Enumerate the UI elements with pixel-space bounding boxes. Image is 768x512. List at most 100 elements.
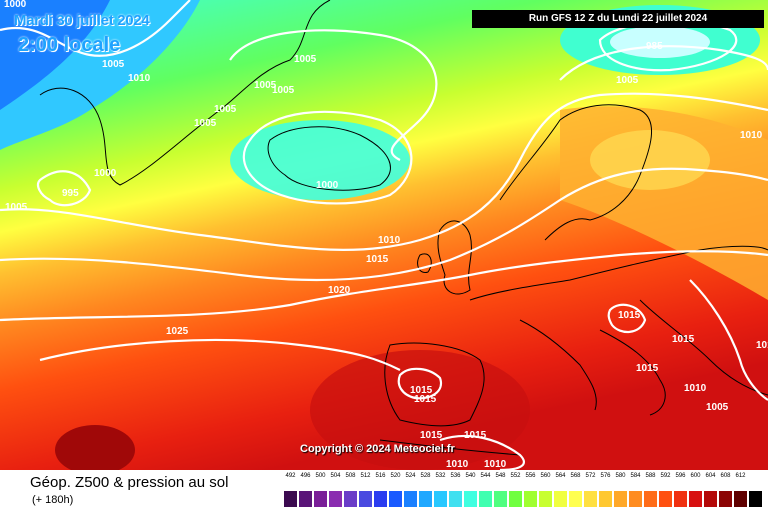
legend-tick-label: 528 (420, 473, 431, 479)
legend-swatch (539, 491, 552, 507)
map-title: Géop. Z500 & pression au sol (30, 474, 229, 491)
legend-swatch (569, 491, 582, 507)
legend-swatch (644, 491, 657, 507)
legend-tick-label: 568 (570, 473, 581, 479)
legend-swatch (659, 491, 672, 507)
legend-swatch (359, 491, 372, 507)
legend-swatch (509, 491, 522, 507)
legend-swatch (419, 491, 432, 507)
isobar-label: 1005 (214, 104, 237, 115)
isobar-label: 1015 (420, 430, 443, 441)
map-footer: Géop. Z500 & pression au sol (+ 180h) 49… (0, 470, 768, 512)
copyright-text: Copyright © 2024 Meteociel.fr (300, 443, 455, 455)
legend-tick-label: 504 (330, 473, 341, 479)
legend-swatch (299, 491, 312, 507)
isobar-label: 1015 (636, 363, 659, 374)
isobar-label: 1025 (166, 326, 189, 337)
map-subtitle: (+ 180h) (32, 494, 74, 506)
legend-swatch (314, 491, 327, 507)
forecast-date: Mardi 30 juillet 2024 (14, 12, 150, 29)
isobar-label: 1000 (4, 0, 27, 10)
iceland-low-area (230, 120, 410, 200)
legend-swatch (749, 491, 762, 507)
isobar-label: 995 (62, 188, 79, 199)
isobar-label: 1010 (128, 73, 151, 84)
legend-swatch (524, 491, 537, 507)
scandinavia-area (590, 130, 710, 190)
isobar-label: 1015 (672, 334, 695, 345)
legend-tick-label: 544 (480, 473, 491, 479)
isobar-label: 1005 (294, 54, 317, 65)
legend-swatch (344, 491, 357, 507)
legend-tick-label: 500 (315, 473, 326, 479)
isobar-label: 1015 (756, 340, 768, 351)
legend-swatch (479, 491, 492, 507)
legend-tick-label: 520 (390, 473, 401, 479)
isobar-label: 1005 (706, 402, 729, 413)
legend-tick-label: 548 (495, 473, 506, 479)
legend-swatch (689, 491, 702, 507)
legend-tick-label: 576 (600, 473, 611, 479)
color-legend: 492 496 500 504 508 512 516 520 524 528 532 536 540 5… (284, 473, 762, 509)
legend-swatch (584, 491, 597, 507)
weather-map: 1000 1005 1010 1005 1005 1005 1005 1005 … (0, 0, 768, 470)
legend-tick-label: 512 (360, 473, 371, 479)
sw-high-area (55, 425, 135, 470)
legend-swatch (704, 491, 717, 507)
legend-tick-label: 588 (645, 473, 656, 479)
legend-swatch (389, 491, 402, 507)
legend-tick-label: 572 (585, 473, 596, 479)
legend-swatch (284, 491, 297, 507)
isobar-lines (0, 0, 768, 470)
legend-swatch (449, 491, 462, 507)
legend-swatch (674, 491, 687, 507)
legend-tick-label: 596 (675, 473, 686, 479)
legend-tick-label: 560 (540, 473, 551, 479)
legend-tick-label: 612 (735, 473, 746, 479)
legend-swatch (464, 491, 477, 507)
isobar-label: 1015 (410, 385, 433, 396)
isobar-label: 1015 (464, 430, 487, 441)
legend-tick-label: 608 (720, 473, 731, 479)
isobar-label: 1005 (102, 59, 125, 70)
legend-tick-label: 552 (510, 473, 521, 479)
lowest-geopotential-area (0, 0, 110, 110)
isobar-label: 1010 (378, 235, 401, 246)
isobar-label: 1010 (484, 459, 507, 470)
legend-swatch (599, 491, 612, 507)
ne-low-core (610, 26, 710, 58)
legend-swatch (434, 491, 447, 507)
legend-tick-label: 496 (300, 473, 311, 479)
legend-swatch (734, 491, 747, 507)
coastlines (39, 0, 768, 456)
legend-tick-label: 524 (405, 473, 416, 479)
legend-tick-label: 492 (285, 473, 296, 479)
legend-tick-label: 516 (375, 473, 386, 479)
legend-tick-label: 540 (465, 473, 476, 479)
legend-swatch (719, 491, 732, 507)
legend-swatch (629, 491, 642, 507)
legend-swatch (614, 491, 627, 507)
isobar-label: 1015 (366, 254, 389, 265)
legend-tick-label: 536 (450, 473, 461, 479)
legend-swatch (374, 491, 387, 507)
isobar-label: 1000 (316, 180, 339, 191)
z500-pressure-map: 1000 1005 1010 1005 1005 1005 1005 1005 … (0, 0, 768, 470)
legend-tick-label: 584 (630, 473, 641, 479)
isobar-label: 1010 (446, 459, 469, 470)
model-run-banner: Run GFS 12 Z du Lundi 22 juillet 2024 (472, 10, 764, 28)
isobar-label: 1010 (740, 130, 763, 141)
forecast-local-time: 2:00 locale (18, 34, 121, 56)
iberia-high-area (310, 350, 530, 470)
isobar-label: 1000 (94, 168, 117, 179)
isobar-label: 1020 (328, 285, 351, 296)
legend-tick-label: 604 (705, 473, 716, 479)
legend-swatch (329, 491, 342, 507)
legend-swatch (404, 491, 417, 507)
isobar-label: 1015 (414, 394, 437, 405)
isobar-label: 1005 (5, 202, 28, 213)
legend-tick-label: 592 (660, 473, 671, 479)
isobar-label: 985 (646, 41, 663, 52)
isobar-label: 1005 (616, 75, 639, 86)
isobar-label: 1005 (254, 80, 277, 91)
